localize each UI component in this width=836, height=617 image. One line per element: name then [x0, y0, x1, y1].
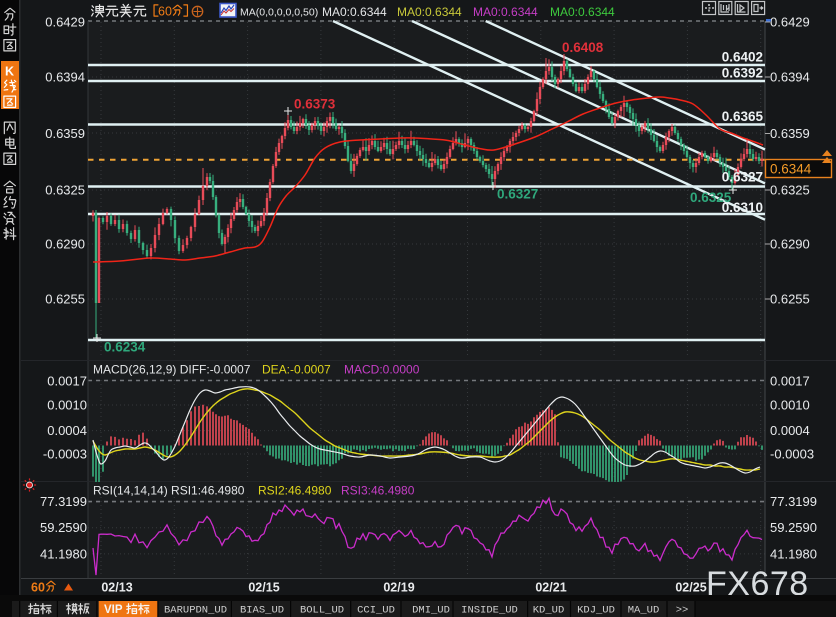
svg-text:02/15: 02/15 — [248, 581, 279, 595]
svg-text:DMI_UD: DMI_UD — [412, 605, 450, 617]
svg-text:INSIDE_UD: INSIDE_UD — [461, 605, 518, 617]
svg-text:0.6359: 0.6359 — [45, 126, 85, 141]
svg-text:41.1980: 41.1980 — [770, 546, 817, 561]
svg-text:02/19: 02/19 — [383, 581, 414, 595]
svg-text:0.6373: 0.6373 — [294, 97, 336, 112]
svg-text:0.6325: 0.6325 — [690, 190, 732, 205]
svg-text:0.6325: 0.6325 — [770, 183, 810, 198]
svg-text:>>: >> — [676, 605, 689, 617]
svg-text:0.6429: 0.6429 — [770, 15, 810, 30]
svg-text:MA0:0.6344: MA0:0.6344 — [550, 5, 615, 19]
svg-text:77.3199: 77.3199 — [40, 494, 87, 509]
svg-text:MA(0,0,0,0,0,50): MA(0,0,0,0,0,50) — [240, 7, 318, 19]
svg-text:0.0017: 0.0017 — [47, 374, 87, 389]
svg-text:RSI3:46.4980: RSI3:46.4980 — [341, 484, 415, 498]
svg-text:41.1980: 41.1980 — [40, 546, 87, 561]
svg-text:60: 60 — [31, 581, 45, 595]
svg-text:0.6290: 0.6290 — [770, 237, 810, 252]
svg-text:BARUPDN_UD: BARUPDN_UD — [164, 605, 227, 617]
svg-text:0.6408: 0.6408 — [562, 40, 604, 55]
svg-text:-0.0003: -0.0003 — [43, 447, 87, 462]
svg-text:0.6359: 0.6359 — [770, 126, 810, 141]
svg-text:0.6394: 0.6394 — [45, 70, 85, 85]
svg-text:-0.0003: -0.0003 — [770, 447, 814, 462]
svg-text:0.6365: 0.6365 — [722, 109, 764, 124]
svg-text:0.0004: 0.0004 — [47, 423, 87, 438]
svg-text:MA0:0.6344: MA0:0.6344 — [322, 5, 387, 19]
svg-text:0.6327: 0.6327 — [497, 187, 538, 202]
svg-text:02/21: 02/21 — [535, 581, 566, 595]
svg-text:77.3199: 77.3199 — [770, 494, 817, 509]
svg-text:BIAS_UD: BIAS_UD — [240, 605, 284, 617]
svg-text:CCI_UD: CCI_UD — [357, 605, 395, 617]
svg-text:0.0017: 0.0017 — [770, 374, 810, 389]
svg-text:0.6290: 0.6290 — [45, 237, 85, 252]
svg-text:RSI(14,14,14) RSI1:46.4980: RSI(14,14,14) RSI1:46.4980 — [93, 484, 245, 498]
svg-text:02/13: 02/13 — [101, 581, 132, 595]
svg-text:BOLL_UD: BOLL_UD — [300, 605, 344, 617]
svg-text:DEA:-0.0007: DEA:-0.0007 — [262, 363, 331, 377]
svg-text:0.6429: 0.6429 — [45, 15, 85, 30]
svg-text:60: 60 — [158, 5, 172, 19]
svg-text:MACD:0.0000: MACD:0.0000 — [344, 363, 420, 377]
svg-text:0.6392: 0.6392 — [722, 66, 763, 81]
svg-text:MA_UD: MA_UD — [628, 605, 660, 617]
svg-text:02/25: 02/25 — [675, 581, 706, 595]
svg-text:0.6402: 0.6402 — [722, 50, 763, 65]
svg-text:MA0:0.6344: MA0:0.6344 — [473, 5, 538, 19]
svg-text:0.6310: 0.6310 — [722, 200, 763, 215]
svg-text:KDJ_UD: KDJ_UD — [577, 605, 615, 617]
svg-text:0.6255: 0.6255 — [45, 292, 85, 307]
svg-text:0.6344: 0.6344 — [770, 162, 812, 177]
svg-text:RSI2:46.4980: RSI2:46.4980 — [258, 484, 332, 498]
svg-text:59.2590: 59.2590 — [40, 520, 87, 535]
svg-text:0.6327: 0.6327 — [722, 170, 763, 185]
svg-text:0.6234: 0.6234 — [104, 340, 146, 355]
svg-text:K: K — [5, 65, 14, 79]
svg-text:0.6394: 0.6394 — [770, 70, 810, 85]
svg-text:0.6325: 0.6325 — [45, 183, 85, 198]
svg-text:0.0004: 0.0004 — [770, 423, 810, 438]
svg-text:0.0010: 0.0010 — [770, 398, 810, 413]
svg-text:0.6255: 0.6255 — [770, 292, 810, 307]
svg-text:MACD(26,12,9) DIFF:-0.0007: MACD(26,12,9) DIFF:-0.0007 — [93, 363, 251, 377]
svg-text:KD_UD: KD_UD — [533, 605, 565, 617]
svg-text:0.0010: 0.0010 — [47, 398, 87, 413]
svg-text:VIP: VIP — [104, 604, 123, 616]
svg-text:MA0:0.6344: MA0:0.6344 — [397, 5, 462, 19]
svg-text:59.2590: 59.2590 — [770, 520, 817, 535]
